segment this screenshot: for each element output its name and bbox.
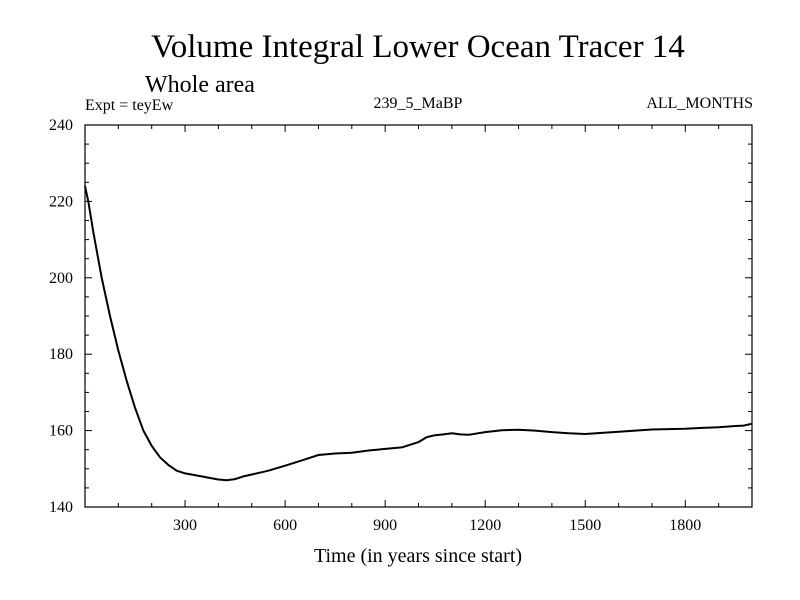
- x-tick-label: 900: [373, 517, 397, 534]
- series-line: [84, 185, 753, 482]
- y-tick-label: 220: [49, 193, 73, 210]
- y-tick-label: 240: [49, 117, 73, 134]
- chart-subtitle: Whole area: [145, 72, 255, 98]
- x-tick-label: 1200: [469, 517, 501, 534]
- run-label: 239_5_MaBP: [374, 95, 463, 112]
- y-tick-label: 180: [49, 346, 73, 363]
- plot-frame: [84, 124, 753, 508]
- x-tick-label: 600: [273, 517, 297, 534]
- x-tick-label: 1800: [669, 517, 701, 534]
- x-tick-label: 1500: [569, 517, 601, 534]
- chart-title: Volume Integral Lower Ocean Tracer 14: [151, 29, 685, 65]
- y-axis-ticks: 140 160 180 200 220 240: [49, 117, 752, 516]
- period-label: ALL_MONTHS: [646, 95, 753, 112]
- x-tick-label: 300: [173, 517, 197, 534]
- y-tick-label: 200: [49, 270, 73, 287]
- x-axis-label: Time (in years since start): [314, 545, 522, 567]
- series-layer: [84, 185, 753, 482]
- experiment-label: Expt = teyEw: [85, 97, 174, 114]
- x-axis-ticks: 300 600 900 1200 1500 1800: [117, 125, 720, 534]
- y-tick-label: 160: [49, 423, 73, 440]
- y-tick-label: 140: [49, 499, 73, 516]
